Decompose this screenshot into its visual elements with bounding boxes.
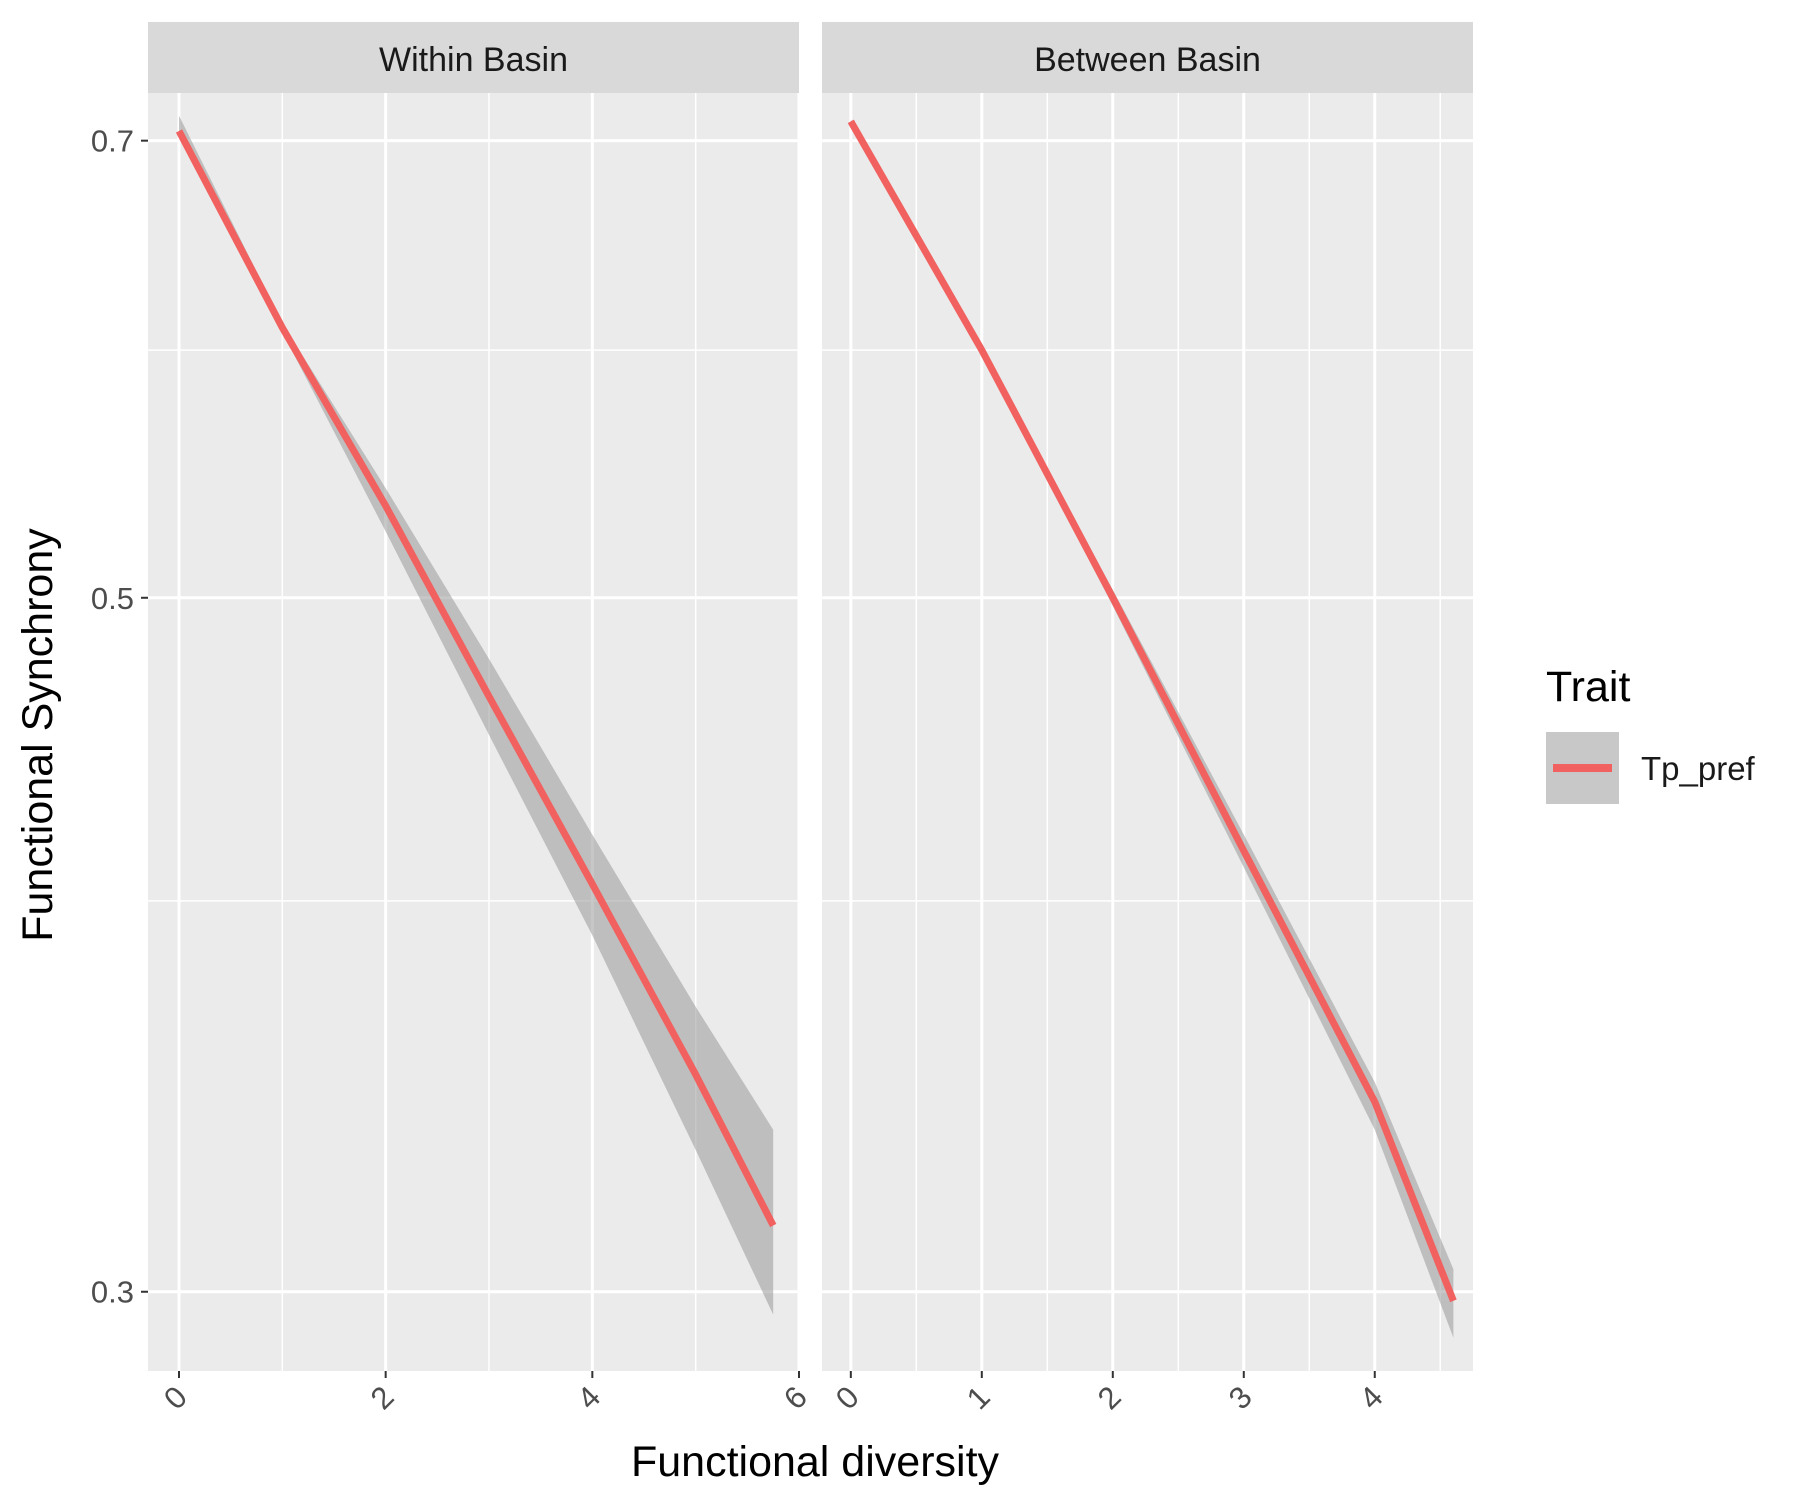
legend-label-tp-pref: Tp_pref — [1641, 750, 1756, 787]
x-axis-title: Functional diversity — [631, 1438, 1000, 1486]
series-line-tp-pref-between-basin — [847, 119, 1457, 1303]
series-line-tp-pref-within-basin — [175, 129, 777, 1228]
x-tick-label-within-basin-0: 0 — [157, 1379, 194, 1416]
x-tick-label-between-basin-1: 1 — [960, 1379, 997, 1416]
confidence-ribbon-tp-pref-within-basin — [179, 115, 774, 1315]
strip-label-between-basin: Between Basin — [1034, 41, 1261, 79]
x-tick-label-between-basin-4: 4 — [1353, 1379, 1390, 1416]
strip-label-within-basin: Within Basin — [379, 41, 568, 79]
y-axis-title: Functional Synchrony — [14, 528, 62, 942]
y-tick-label-0-7: 0.7 — [91, 124, 134, 159]
x-tick-label-within-basin-6: 6 — [777, 1379, 814, 1416]
panel-background-between-basin — [822, 93, 1473, 1371]
y-tick-label-0-5: 0.5 — [91, 581, 134, 616]
strip-within-basin — [148, 22, 799, 93]
x-tick-label-between-basin-2: 2 — [1091, 1379, 1128, 1416]
x-tick-label-within-basin-2: 2 — [364, 1379, 401, 1416]
panels: 0.3 0.5 0.7 Within Basin 0 2 4 6 Between Basin 0 1… — [91, 22, 1473, 1416]
y-tick-label-0-3: 0.3 — [91, 1275, 134, 1310]
legend: Trait Tp_pref — [1546, 663, 1756, 804]
strip-between-basin — [822, 22, 1473, 93]
x-tick-label-between-basin-3: 3 — [1222, 1379, 1259, 1416]
x-tick-label-between-basin-0: 0 — [829, 1379, 866, 1416]
panel-background-within-basin — [148, 93, 799, 1371]
x-tick-label-within-basin-4: 4 — [570, 1379, 607, 1416]
legend-title: Trait — [1546, 663, 1630, 711]
